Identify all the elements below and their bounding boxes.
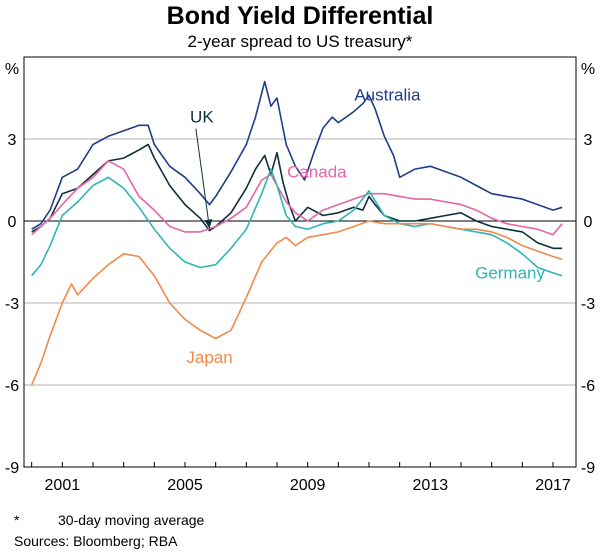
y-tick-label-left: -9 xyxy=(5,460,19,477)
y-tick-label-left: 0 xyxy=(8,214,17,231)
series-line-japan xyxy=(30,220,563,386)
x-tick-label: 2009 xyxy=(290,477,326,494)
y-tick-label-left: 3 xyxy=(8,132,17,149)
series-lines xyxy=(30,80,563,386)
y-tick-label-right: -9 xyxy=(581,460,595,477)
y-tick-label-right: -3 xyxy=(581,296,595,313)
series-label-australia: Australia xyxy=(354,86,421,105)
footnote-marker: * xyxy=(14,512,20,528)
series-label-japan: Japan xyxy=(186,348,232,367)
series-line-uk xyxy=(31,143,563,250)
uk-label-arrow xyxy=(195,128,211,229)
series-line-canada xyxy=(31,160,563,236)
plot-frame xyxy=(23,56,577,468)
gridlines xyxy=(24,138,576,386)
y-tick-label-right: 0 xyxy=(584,214,593,231)
y-ticks-left: -9 -6 -3 0 3 xyxy=(5,132,19,477)
x-ticks: 2001 2005 2009 2013 2017 xyxy=(31,462,571,494)
sources-text: Sources: Bloomberg; RBA xyxy=(14,533,178,549)
y-unit-right: % xyxy=(581,61,595,78)
series-label-germany: Germany xyxy=(475,263,545,282)
y-tick-label-right: -6 xyxy=(581,378,595,395)
chart-title: Bond Yield Differential xyxy=(167,2,434,30)
series-label-uk: UK xyxy=(190,108,214,127)
chart-subtitle: 2-year spread to US treasury* xyxy=(188,32,413,51)
y-tick-label-right: 3 xyxy=(584,132,593,149)
annotations: Australia UK Canada Germany Japan xyxy=(186,86,545,367)
x-tick-label: 2013 xyxy=(413,477,449,494)
x-tick-label: 2001 xyxy=(45,477,81,494)
series-line-germany xyxy=(31,168,563,277)
y-tick-label-left: -3 xyxy=(5,296,19,313)
x-tick-label: 2017 xyxy=(535,477,571,494)
x-tick-label: 2005 xyxy=(167,477,203,494)
y-tick-label-left: -6 xyxy=(5,378,19,395)
series-label-canada: Canada xyxy=(287,162,347,181)
y-ticks-right: -9 -6 -3 0 3 xyxy=(581,132,595,477)
series-line-australia xyxy=(31,80,563,230)
y-unit-left: % xyxy=(5,61,19,78)
uk-arrowhead xyxy=(204,219,213,229)
footnote-text: 30-day moving average xyxy=(58,512,205,528)
